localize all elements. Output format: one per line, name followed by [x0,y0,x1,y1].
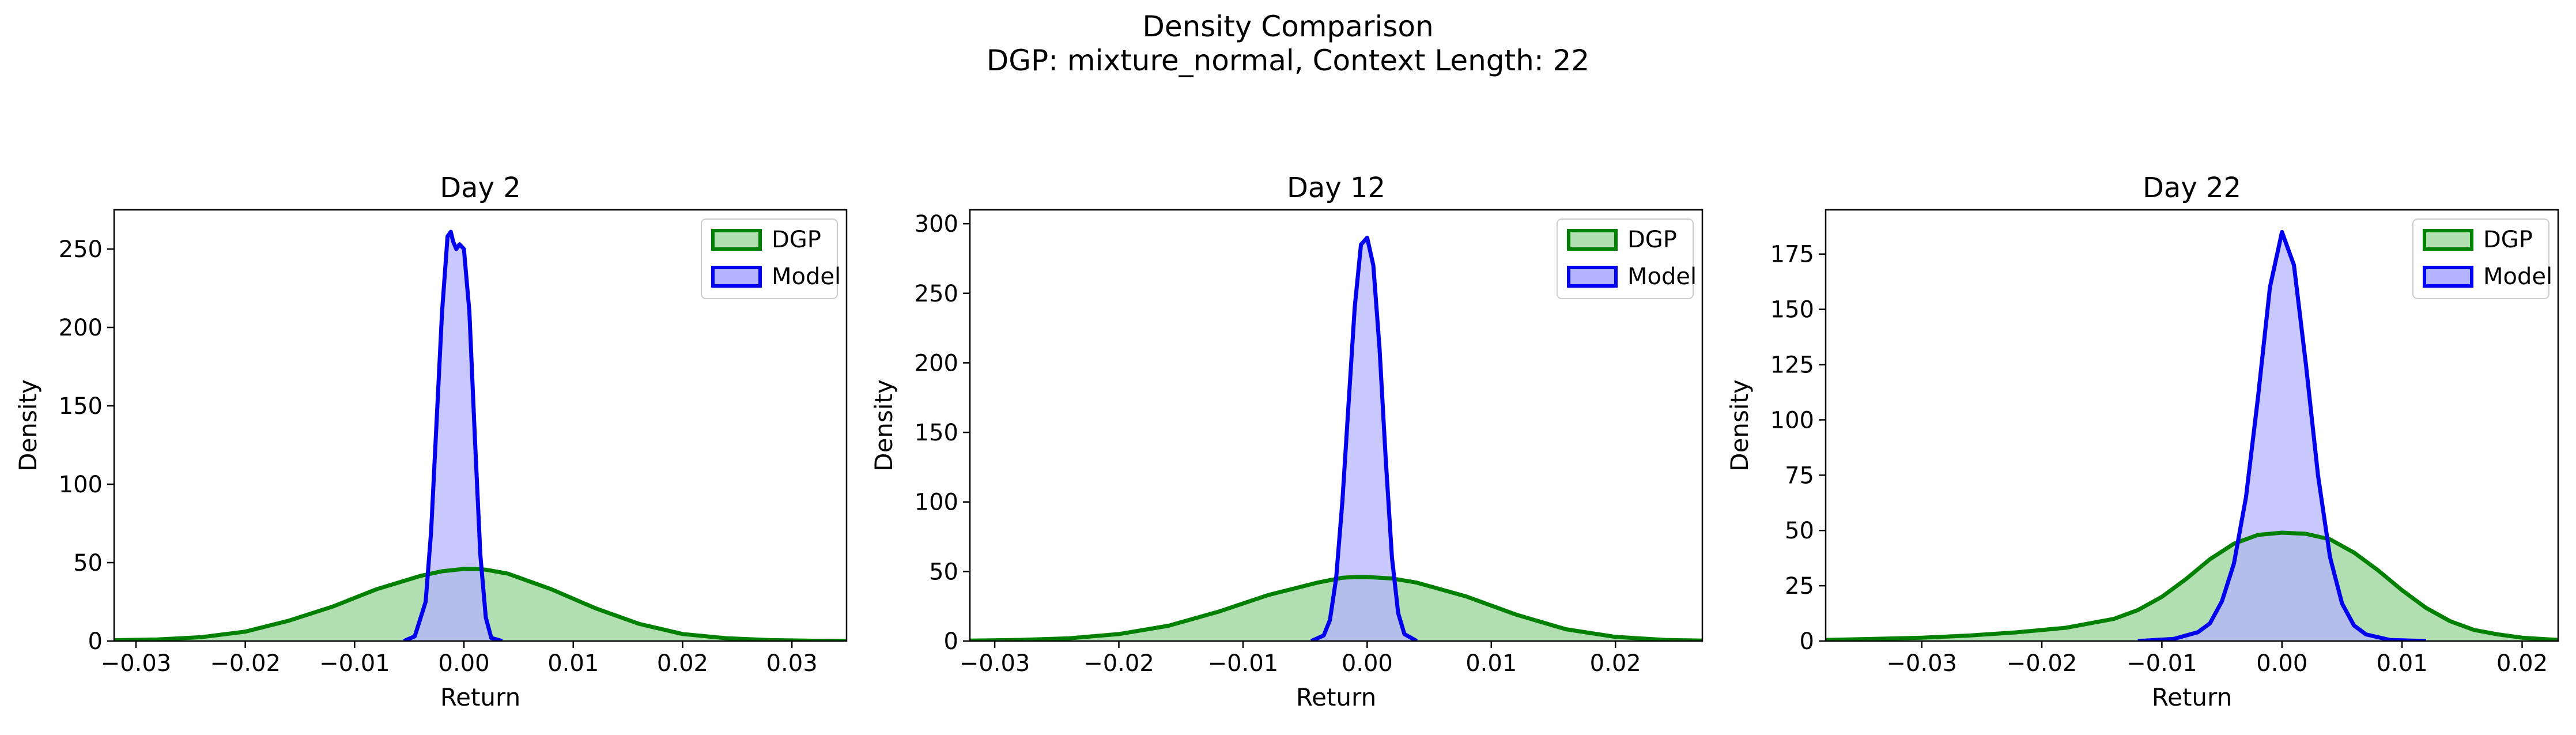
y-tick-label: 0 [1800,628,1814,655]
x-tick-label: −0.01 [1208,650,1279,677]
axes-frame [969,209,1704,642]
x-tick-label: 0.01 [2377,650,2428,677]
y-tick-label: 50 [929,559,958,585]
x-tick-label: 0.00 [1342,650,1393,677]
y-tick-label: 300 [915,211,958,238]
x-tick-label: 0.00 [2256,650,2307,677]
y-axis-label: Density [1725,379,1754,472]
x-tick-label: 0.01 [547,650,599,677]
y-tick-label: 50 [73,550,103,576]
dgp-density-line [970,575,1702,641]
y-axis-label: Density [14,379,42,472]
legend: DGP Model [2412,218,2552,299]
axes-frame [1825,209,2559,642]
y-tick-label: 200 [59,315,103,341]
y-tick-label: 250 [59,236,103,263]
model-legend-label: Model [772,263,841,290]
x-tick-label: 0.03 [766,650,818,677]
dgp-legend-swatch [711,229,762,251]
subplots: Day 2 −0.03 −0.02 −0.01 0.00 0.01 0.02 0.03 0 50 1… [14,172,2559,711]
dgp-legend-label: DGP [2483,227,2533,253]
x-tick-label: 0.01 [1465,650,1517,677]
model-density-fill [2137,232,2426,641]
dgp-density-line [114,567,847,641]
figure-title-line1: Density Comparison [1142,10,1433,43]
x-axis-label: Return [1296,683,1376,711]
model-legend-swatch [711,266,762,288]
x-tick-label: −0.02 [210,650,281,677]
y-tick-label: 75 [1785,462,1814,489]
y-axis-label: Density [870,379,898,472]
plot-area [114,229,847,641]
x-tick-label: −0.01 [319,650,390,677]
x-tick-label: −0.03 [1886,650,1957,677]
x-tick-label: −0.02 [1083,650,1154,677]
subplot-1: Day 2 −0.03 −0.02 −0.01 0.00 0.01 0.02 0.03 0 50 1… [14,172,848,711]
x-tick-label: −0.03 [101,650,172,677]
subplot-title: Day 12 [1287,172,1385,204]
x-tick-label: 0.02 [2496,650,2548,677]
dgp-legend-swatch [2423,229,2473,251]
y-tick-label: 50 [1785,518,1814,544]
dgp-legend-swatch [1567,229,1618,251]
subplot-3: Day 22 −0.03 −0.02 −0.01 0.00 0.01 0.02 0 25 50 75… [1725,172,2559,711]
y-tick-label: 125 [1770,352,1814,379]
model-legend-swatch [1567,266,1618,288]
figure-title-line2: DGP: mixture_normal, Context Length: 22 [987,44,1589,77]
legend: DGP Model [701,218,841,299]
plot-area [970,235,1702,641]
axes-frame [113,209,848,642]
x-tick-label: −0.02 [2007,650,2078,677]
subplot-2: Day 12 −0.03 −0.02 −0.01 0.00 0.01 0.02 0 50 100 1… [870,172,1704,711]
model-legend-swatch [2423,266,2473,288]
y-tick-label: 100 [915,489,958,516]
subplot-title: Day 2 [440,172,521,204]
model-density-line [1310,235,1418,641]
x-tick-label: 0.02 [657,650,708,677]
y-tick-label: 150 [59,393,103,420]
dgp-density-fill [1826,533,2558,641]
model-legend-label: Model [1627,263,1697,290]
y-tick-label: 200 [915,350,958,376]
model-legend-label: Model [2483,263,2552,290]
model-density-line [403,229,503,641]
y-tick-label: 250 [915,281,958,307]
dgp-density-line [1826,530,2558,641]
y-tick-label: 150 [1770,297,1814,323]
y-tick-label: 150 [915,420,958,446]
y-tick-label: 100 [1770,407,1814,434]
y-tick-label: 100 [59,472,103,498]
y-tick-label: 0 [944,628,958,655]
plot-area [1826,229,2558,641]
y-tick-label: 25 [1785,573,1814,600]
x-axis-label: Return [2152,683,2232,711]
x-tick-label: −0.01 [2126,650,2197,677]
x-axis-label: Return [440,683,520,711]
y-tick-label: 0 [88,628,103,655]
y-tick-label: 175 [1770,242,1814,268]
dgp-legend-label: DGP [1627,227,1677,253]
model-density-line [2137,229,2426,641]
legend: DGP Model [1557,218,1697,299]
dgp-legend-label: DGP [772,227,821,253]
x-tick-label: 0.00 [439,650,490,677]
subplot-title: Day 22 [2143,172,2241,204]
x-tick-label: −0.03 [960,650,1030,677]
x-tick-label: 0.02 [1590,650,1641,677]
